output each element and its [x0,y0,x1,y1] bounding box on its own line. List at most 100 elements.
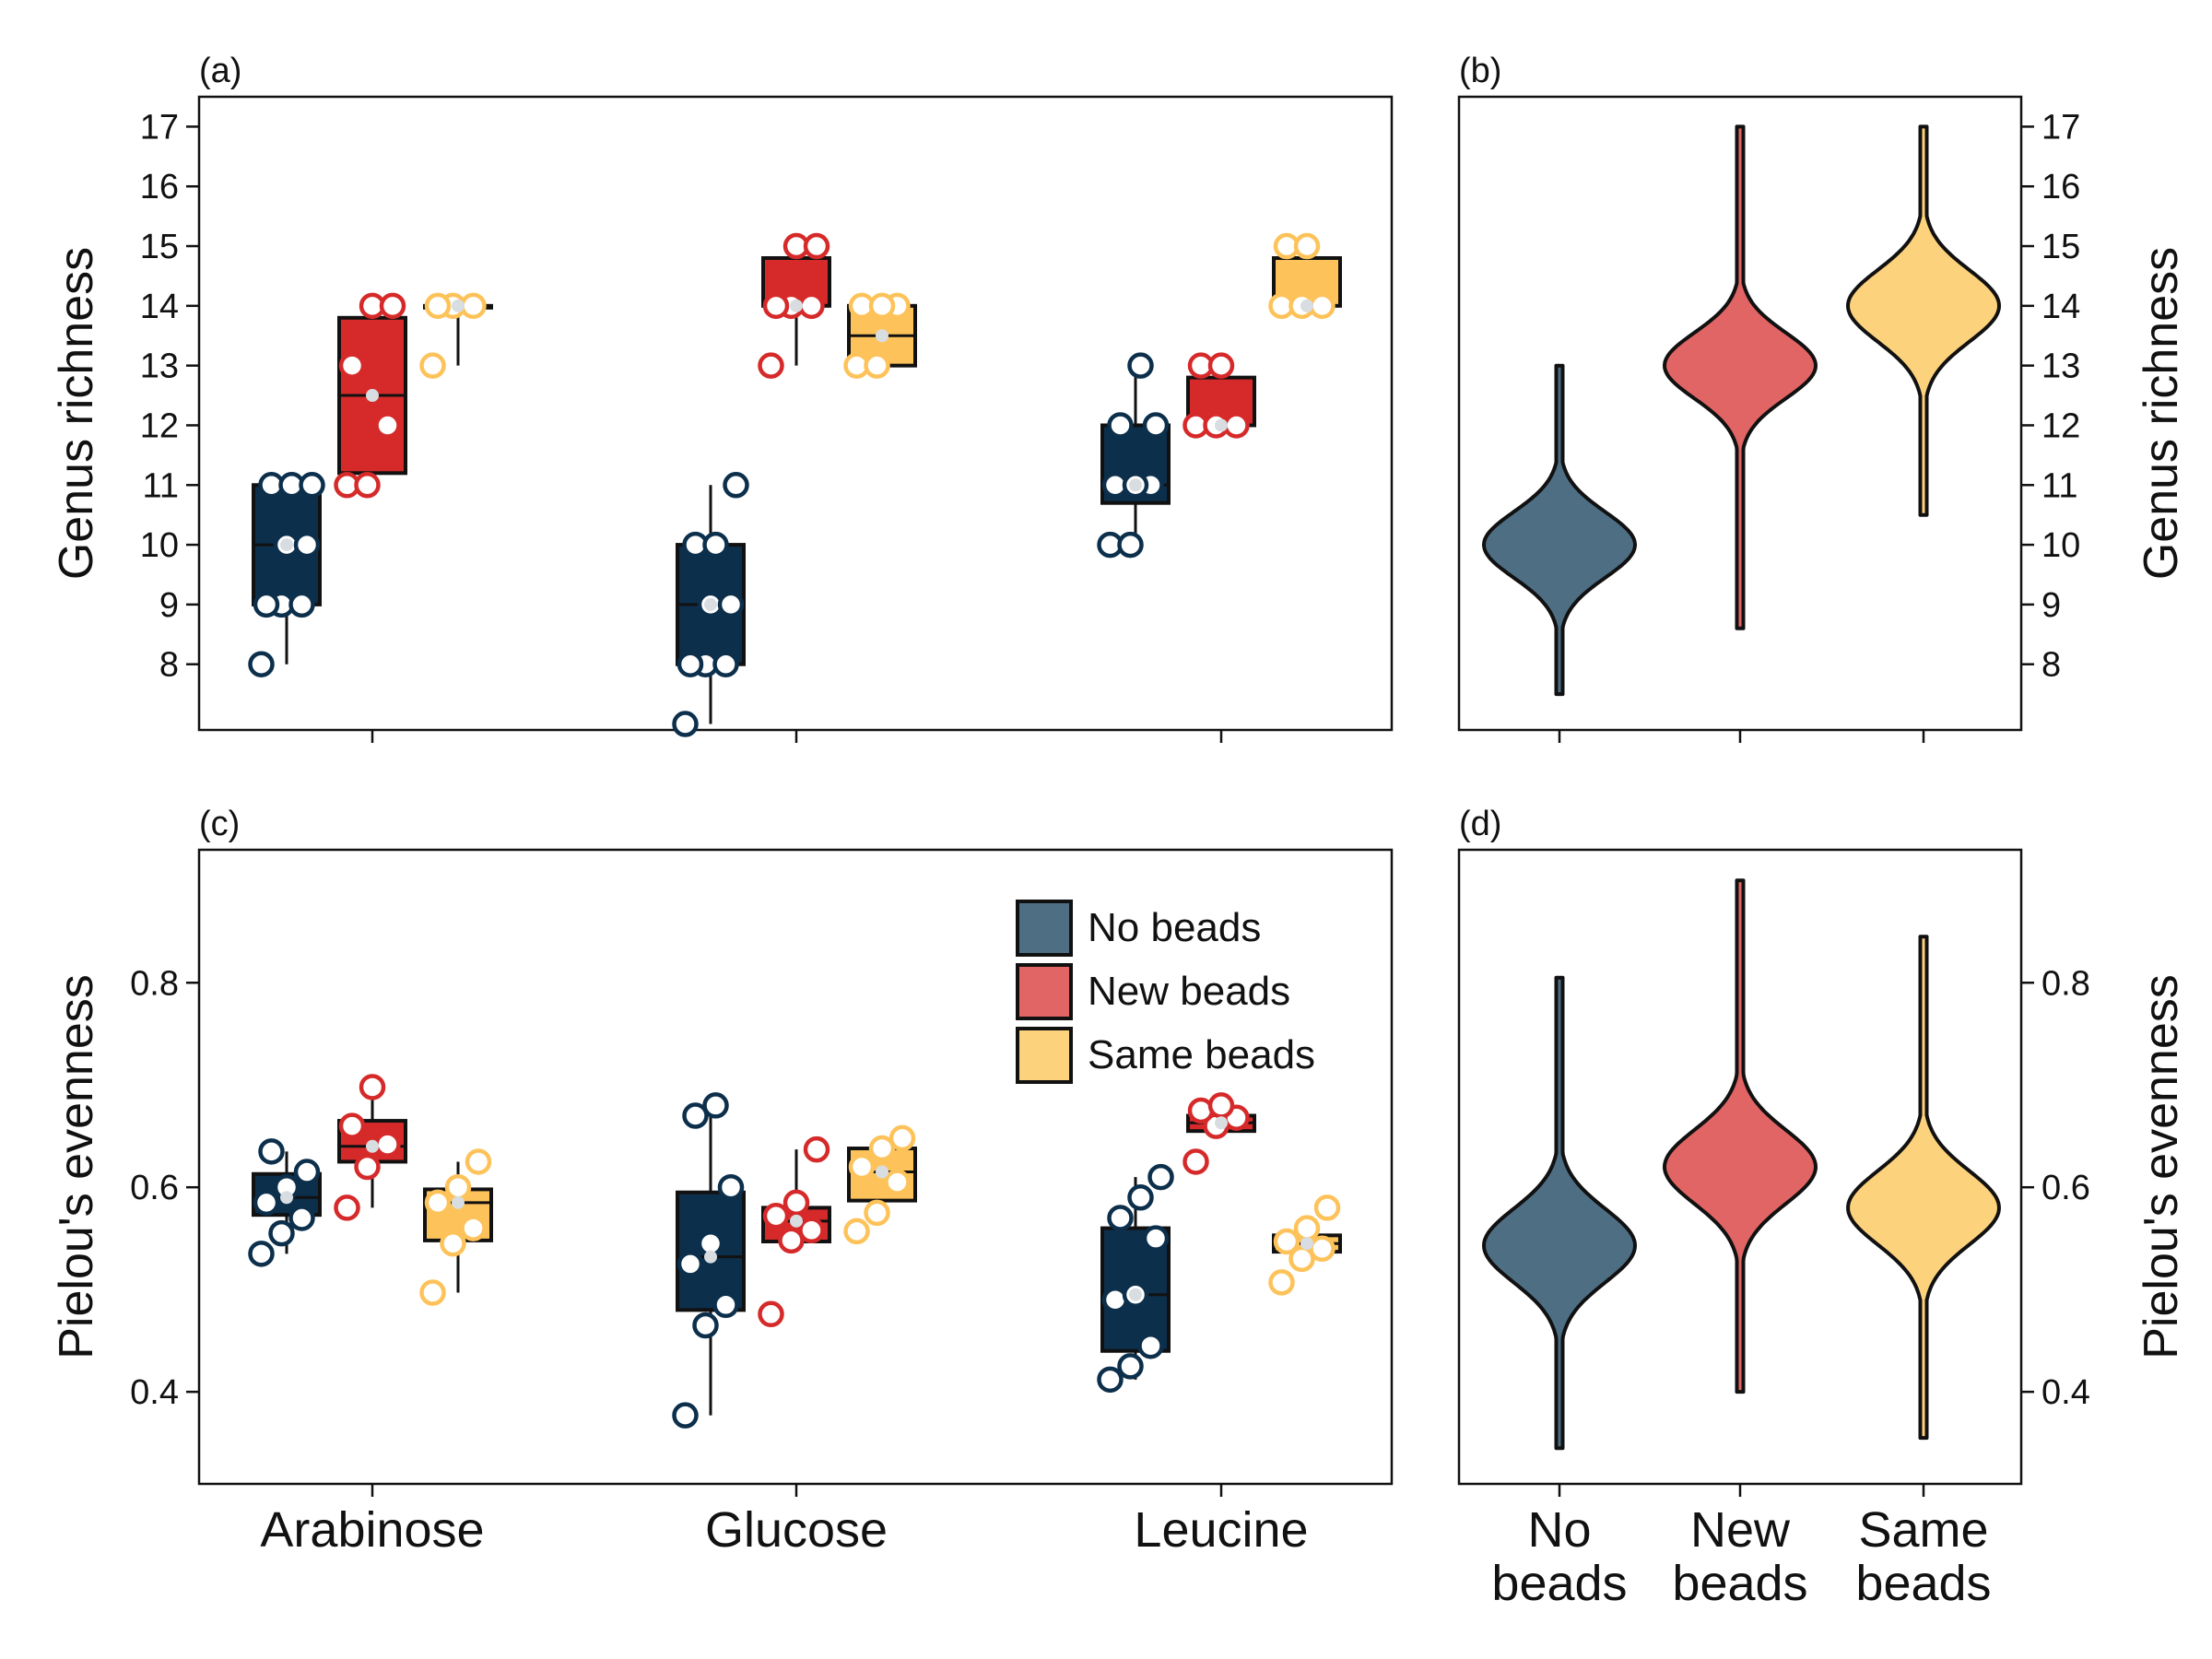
box-arabinose [248,1138,322,1267]
data-point [1207,1092,1235,1119]
data-point [677,1251,704,1277]
x-category-label: Leucine [1134,1502,1308,1558]
data-point [1288,1245,1315,1273]
box-glucose [758,232,831,379]
box-glucose [672,472,749,737]
data-point [672,1402,699,1429]
data-point [702,531,729,559]
y-tick-label: 15 [2041,228,2080,266]
legend-label: New beads [1088,969,1290,1014]
series-no-beads [248,1092,1174,1429]
data-point [258,1138,285,1165]
y-tick-label: 14 [140,288,179,326]
y-tick-label: 0.6 [130,1169,179,1207]
box-leucine [1182,1092,1256,1175]
data-point [268,1219,295,1247]
data-point [1107,412,1134,439]
y-tick-label: 8 [2041,646,2061,685]
box-leucine [1097,352,1171,559]
data-point [1142,1225,1170,1252]
data-point [864,352,890,379]
data-point [288,591,315,618]
panel-label: (b) [1459,52,1501,90]
data-point [843,1218,870,1245]
median-dot [790,299,803,312]
data-point [778,1227,805,1254]
data-point [440,1230,466,1257]
data-point [864,1199,890,1227]
violin-no-beads [1482,363,1637,697]
y-tick-label: 10 [140,526,179,565]
box-arabinose [334,292,407,499]
data-point [723,472,749,499]
violin-same-beads [1846,124,2001,517]
data-point [1107,1205,1134,1231]
data-point [868,1135,896,1162]
panel-label: (a) [199,52,241,90]
data-point [1207,352,1235,379]
y-tick-label: 10 [2041,526,2080,565]
legend-label: No beads [1088,905,1261,950]
data-point [424,1189,452,1217]
box-leucine [1268,232,1342,320]
data-point [1273,1228,1300,1255]
median-dot [452,1195,465,1209]
data-point [460,292,487,320]
data-point [692,1312,719,1339]
y-tick-label: 12 [2041,406,2080,445]
series-new-beads [334,232,1256,499]
median-dot [876,1165,888,1179]
median-dot [280,1191,293,1205]
data-point [672,711,699,737]
data-point [798,1217,825,1244]
violin-same-beads [1846,935,2001,1441]
y-tick-label: 0.6 [2041,1169,2090,1207]
median-dot [1300,1237,1313,1251]
box-leucine [1182,352,1256,439]
data-point [848,1153,876,1181]
legend-swatch [1016,1027,1073,1084]
data-point [253,591,280,618]
y-tick-label: 8 [159,646,179,685]
y-tick-label: 0.4 [130,1373,179,1412]
data-point [758,1300,784,1328]
data-point [334,1194,360,1221]
data-point [1147,1163,1174,1191]
x-category-label: New beads [1672,1502,1807,1611]
data-point [803,1135,830,1163]
series-same-beads [419,232,1342,379]
data-point [682,1102,709,1129]
box-glucose [758,1135,831,1328]
legend-swatch [1016,963,1073,1020]
box-arabinose [248,472,325,677]
x-category-label: Arabinose [260,1502,484,1558]
y-tick-label: 12 [140,406,179,445]
data-point [354,472,381,499]
data-point [293,531,321,559]
panel-a: (a) 8 9 10 11 12 13 14 15 16 17 Genus richness [50,52,1394,743]
data-point [1223,412,1250,439]
data-point [374,1131,401,1158]
series-new-beads [334,1074,1256,1328]
series-same-beads [419,1124,1342,1306]
y-tick-label: 0.8 [130,964,179,1003]
box-arabinose [334,1074,407,1221]
data-point [359,1074,386,1100]
median-dot [1300,299,1313,312]
median-dot [1129,478,1142,492]
data-point [1293,1215,1321,1241]
data-point [1309,1235,1335,1263]
box-glucose [843,292,917,379]
y-tick-label: 14 [2041,288,2080,326]
violin-new-beads [1663,124,1818,630]
box-glucose [843,1124,917,1245]
data-point [1313,1194,1341,1221]
box-arabinose [419,1148,493,1306]
panel-label: (c) [199,805,240,843]
data-point [884,1169,911,1195]
data-point [1293,232,1321,260]
y-axis-title: Pielou's evenness [2135,974,2188,1359]
y-tick-label: 16 [140,168,179,206]
median-dot [704,1250,717,1264]
data-point [354,1153,381,1181]
